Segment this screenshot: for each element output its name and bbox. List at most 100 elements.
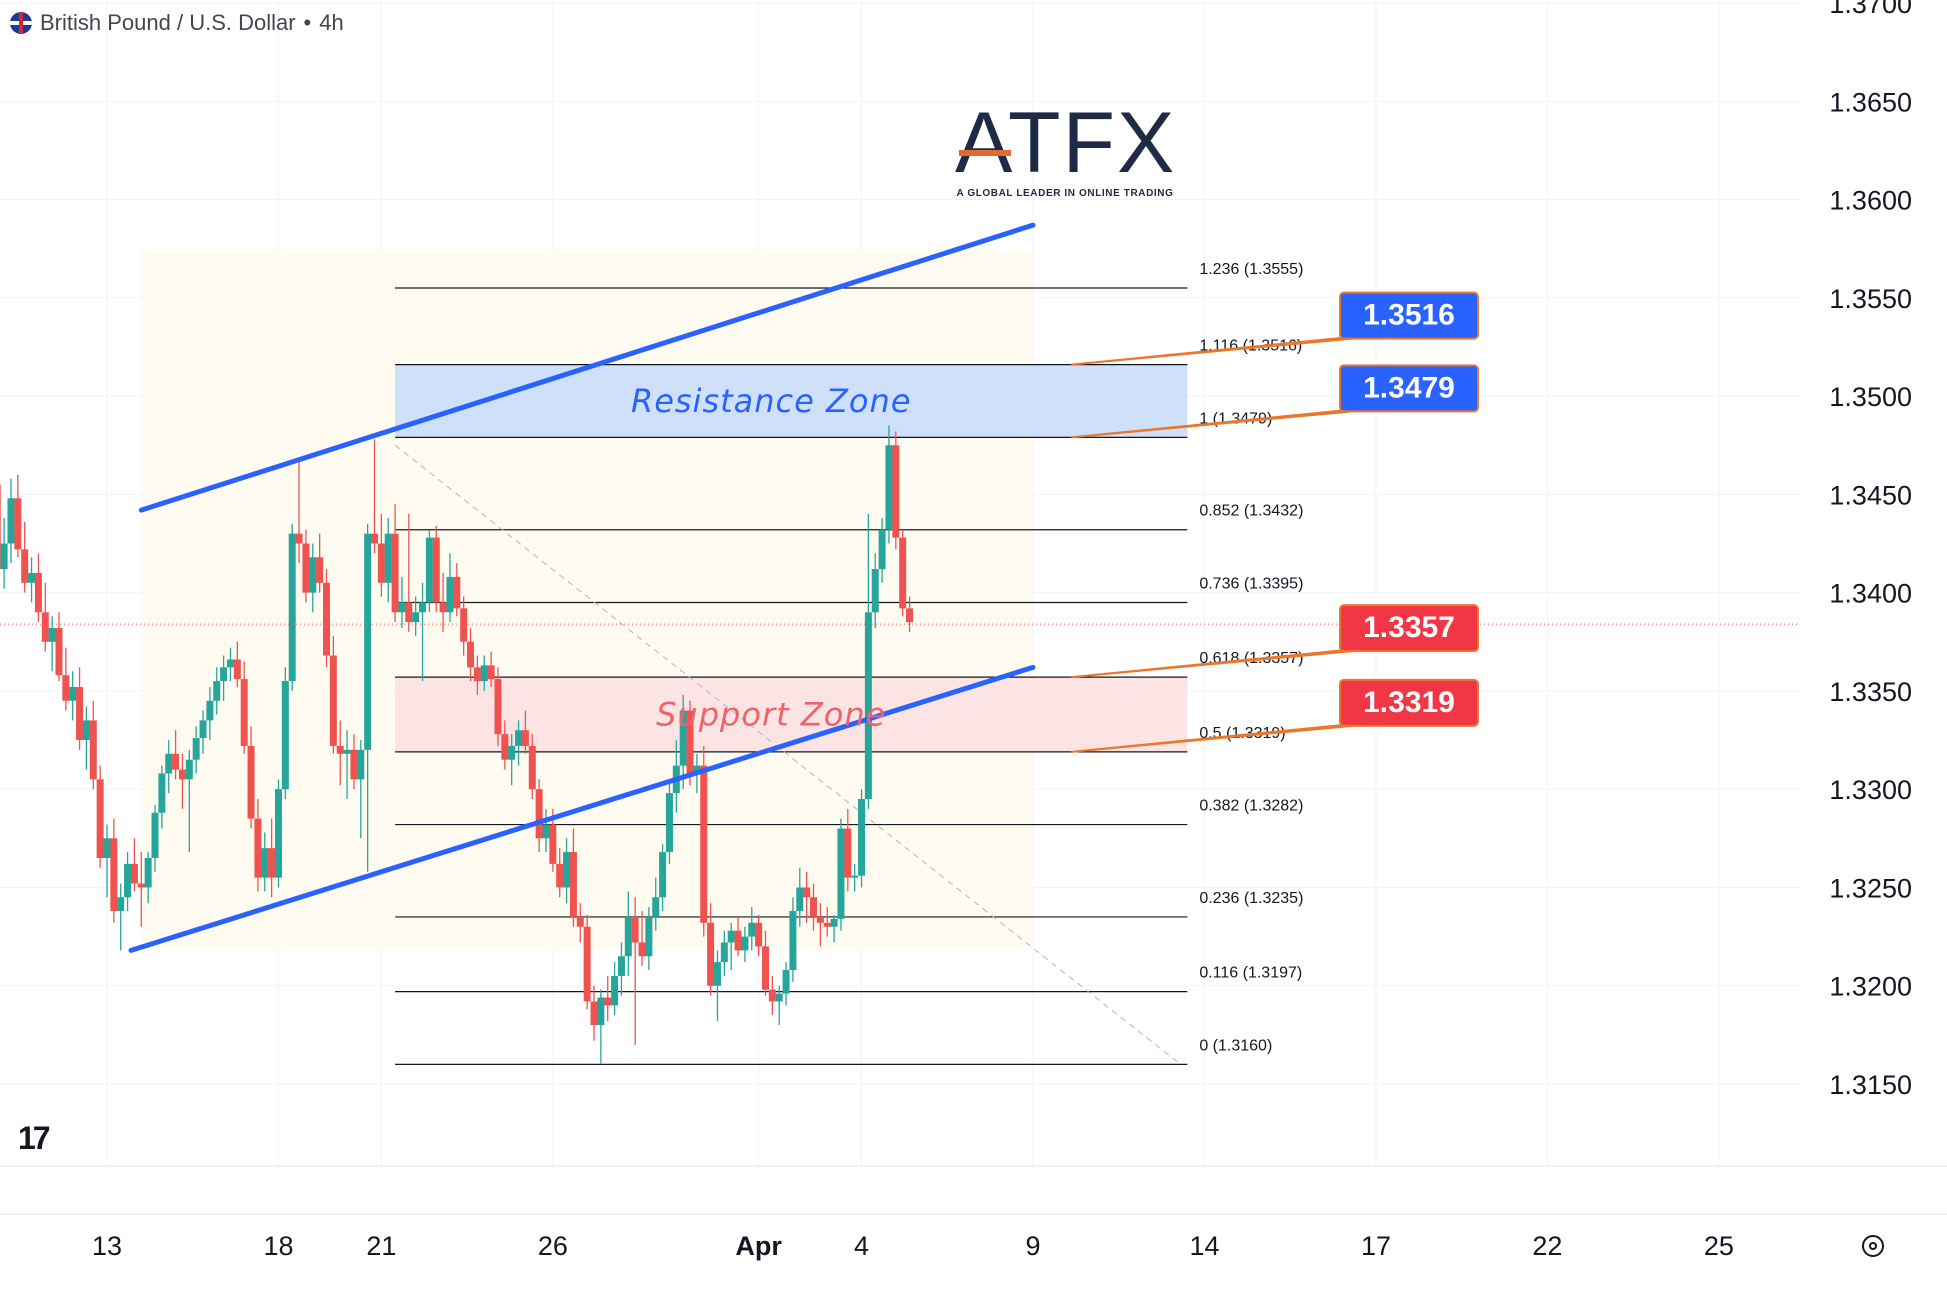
- candle-body: [899, 537, 907, 609]
- candle-body: [508, 745, 516, 760]
- candle-body: [295, 533, 303, 544]
- candle-body: [137, 883, 145, 888]
- candle-body: [240, 679, 248, 746]
- candle-body: [76, 686, 84, 741]
- fib-level-label: 0.736 (1.3395): [1199, 575, 1303, 592]
- candle-body: [377, 543, 385, 583]
- candle-body: [206, 700, 214, 721]
- y-axis-tick-label: 1.3650: [1829, 87, 1912, 117]
- candle-body: [117, 897, 125, 912]
- candle-body: [782, 970, 790, 994]
- fib-level-label: 0.852 (1.3432): [1199, 503, 1303, 520]
- candle-body: [384, 533, 392, 583]
- price-callout-text: 1.3516: [1363, 299, 1455, 332]
- resistance-zone: [395, 364, 1188, 438]
- candle-body: [96, 779, 104, 858]
- candle-body: [501, 734, 509, 760]
- price-callout-text: 1.3479: [1363, 371, 1455, 404]
- candle-body: [302, 543, 310, 593]
- symbol-header[interactable]: British Pound / U.S. Dollar • 4h: [10, 10, 344, 36]
- candle-body: [748, 922, 756, 937]
- logo-brand: ATFX: [955, 100, 1175, 186]
- candle-body: [7, 498, 15, 544]
- candle-body: [165, 753, 173, 774]
- candle-body: [858, 799, 866, 876]
- candle-body: [755, 922, 763, 947]
- price-callout-box[interactable]: [1339, 604, 1479, 653]
- x-axis-tick-label: 14: [1189, 1231, 1219, 1261]
- candle-body: [878, 529, 886, 570]
- y-axis-tick-label: 1.3150: [1829, 1070, 1912, 1100]
- channel-lower-line[interactable]: [128, 664, 1036, 953]
- candle-body: [556, 863, 564, 888]
- x-axis-tick-label: 26: [538, 1231, 568, 1261]
- y-axis-tick-label: 1.3400: [1829, 579, 1912, 609]
- candle-body: [810, 897, 818, 917]
- x-axis-tick-label: 17: [1361, 1231, 1391, 1261]
- candle-body: [124, 863, 132, 898]
- price-callout-text: 1.3319: [1363, 686, 1455, 719]
- candle-body: [425, 537, 433, 603]
- candle-body: [178, 769, 186, 780]
- candle-body: [823, 922, 831, 927]
- candle-body: [597, 997, 605, 1026]
- y-axis-tick-label: 1.3300: [1829, 775, 1912, 805]
- candle-body: [652, 897, 660, 917]
- price-callout-box[interactable]: [1339, 678, 1479, 727]
- candle-body: [28, 572, 36, 583]
- candle-body: [871, 569, 879, 613]
- candle-body: [830, 918, 838, 927]
- x-axis-tick-label: 21: [366, 1231, 396, 1261]
- y-axis-tick-label: 1.3200: [1829, 972, 1912, 1002]
- candle-body: [659, 852, 667, 898]
- candle-body: [316, 557, 324, 583]
- candle-body: [398, 602, 406, 613]
- price-callout-box[interactable]: [1339, 291, 1479, 340]
- candle-body: [89, 720, 97, 780]
- candle-body: [864, 612, 872, 800]
- candle-body: [329, 655, 337, 746]
- candle-body: [796, 887, 804, 912]
- candle-body: [268, 848, 276, 878]
- candle-body: [906, 608, 914, 623]
- fib-level-label: 0 (1.3160): [1199, 1037, 1272, 1054]
- candle-body: [34, 572, 42, 613]
- candle-body: [144, 857, 152, 888]
- candle-body: [645, 916, 653, 957]
- candle-body: [700, 765, 708, 923]
- candle-body: [14, 498, 22, 550]
- logo-brand-text: ATFX: [955, 95, 1177, 191]
- resistance-zone-label: Resistance Zone: [631, 382, 912, 420]
- candle-body: [151, 812, 159, 858]
- candle-body: [734, 930, 742, 951]
- candle-body: [226, 659, 234, 668]
- candle-body: [110, 838, 118, 912]
- y-axis-tick-label: 1.3450: [1829, 480, 1912, 510]
- candle-body: [213, 681, 221, 701]
- price-callout-box[interactable]: [1339, 364, 1479, 413]
- candle-body: [604, 997, 612, 1006]
- fib-level-label: 1.236 (1.3555): [1199, 261, 1303, 278]
- candle-body: [467, 641, 475, 668]
- candle-body: [62, 675, 70, 701]
- price-callout-text: 1.3357: [1363, 611, 1455, 644]
- candle-body: [130, 863, 138, 884]
- candle-body: [480, 665, 488, 682]
- candle-body: [446, 576, 454, 613]
- candle-body: [494, 679, 502, 735]
- fib-level-label: 0.236 (1.3235): [1199, 890, 1303, 907]
- channel-upper-line[interactable]: [138, 222, 1036, 513]
- candle-body: [220, 667, 228, 682]
- atfx-logo: ATFX A GLOBAL LEADER IN ONLINE TRADING: [955, 100, 1175, 199]
- tradingview-logo-icon[interactable]: 17: [18, 1120, 51, 1156]
- candle-body: [727, 930, 735, 943]
- x-axis-tick-label: Apr: [735, 1231, 782, 1261]
- candle-body: [542, 824, 550, 839]
- fib-level-label: 0.382 (1.3282): [1199, 798, 1303, 815]
- settings-icon[interactable]: [1862, 1235, 1884, 1257]
- candle-body: [768, 989, 776, 1002]
- candle-body: [576, 916, 584, 927]
- candle-body: [432, 537, 440, 603]
